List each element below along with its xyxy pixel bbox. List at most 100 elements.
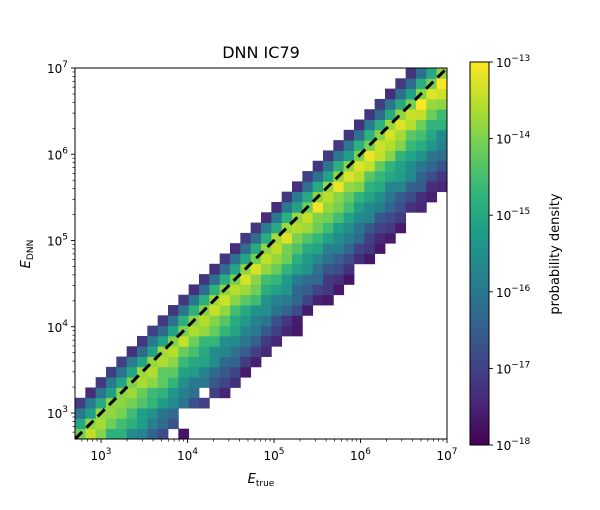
heatmap-cell xyxy=(405,181,417,193)
heatmap-cell xyxy=(302,191,314,203)
heatmap-cell xyxy=(147,335,159,347)
colorbar-tick-label: 10−15 xyxy=(496,207,530,223)
heatmap-cell xyxy=(106,418,117,430)
heatmap-cell xyxy=(416,201,427,213)
heatmap-cell xyxy=(188,346,200,357)
heatmap-cell xyxy=(106,387,117,399)
heatmap-cell xyxy=(178,387,190,399)
heatmap-cell xyxy=(126,387,138,399)
heatmap-cell xyxy=(385,181,396,193)
colorbar-tick-label: 10−14 xyxy=(496,131,531,147)
heatmap-cell xyxy=(209,346,221,357)
heatmap-cell xyxy=(219,315,231,327)
heatmap-cell xyxy=(219,305,231,316)
colorbar-tick-label: 10−18 xyxy=(496,437,531,453)
heatmap-cell xyxy=(250,263,262,275)
heatmap-cell xyxy=(323,263,334,275)
heatmap-cell xyxy=(405,191,417,203)
heatmap-cell xyxy=(281,284,293,296)
heatmap-cell xyxy=(426,109,438,120)
heatmap-cell xyxy=(374,181,386,193)
heatmap-cell xyxy=(364,191,376,203)
heatmap-cell xyxy=(137,397,148,409)
heatmap-cell xyxy=(292,201,303,213)
heatmap-cell xyxy=(323,212,334,223)
chart-title: DNN IC79 xyxy=(222,43,300,62)
heatmap-cell xyxy=(178,346,190,357)
heatmap-cell xyxy=(333,222,345,234)
heatmap-cell xyxy=(436,98,447,110)
heatmap-cell xyxy=(354,232,365,244)
heatmap-cell xyxy=(436,160,447,172)
heatmap-cell xyxy=(333,150,345,162)
colorbar-tick-label: 10−17 xyxy=(496,360,530,376)
heatmap-cell xyxy=(312,284,324,296)
heatmap-cell xyxy=(157,366,169,378)
heatmap-cell xyxy=(405,129,417,141)
heatmap-cell xyxy=(261,232,272,244)
heatmap-cell xyxy=(230,253,241,265)
x-tick-label: 107 xyxy=(436,447,457,463)
heatmap-cell xyxy=(385,212,396,223)
heatmap-cell xyxy=(385,171,396,182)
heatmap-cell xyxy=(426,140,438,151)
y-axis-ticks: 103 104 105 106 107 xyxy=(47,60,75,433)
heatmap-cell xyxy=(250,253,262,265)
heatmap-cell xyxy=(385,191,396,203)
x-tick-label: 104 xyxy=(177,447,198,463)
heatmap-cell xyxy=(137,366,148,378)
heatmap-cell xyxy=(75,397,86,409)
y-tick-label: 105 xyxy=(47,233,68,249)
heatmap-cell xyxy=(240,243,252,254)
heatmap-cell xyxy=(416,140,427,151)
colorbar-tick-label: 10−13 xyxy=(496,54,530,70)
heatmap-cell xyxy=(261,284,272,296)
heatmap-cell xyxy=(271,201,283,213)
heatmap-cell xyxy=(426,150,438,162)
heatmap-cell xyxy=(230,377,241,388)
heatmap-cell xyxy=(395,98,407,110)
heatmap-cell xyxy=(157,397,169,409)
heatmap-cell xyxy=(250,294,262,306)
heatmap-cell xyxy=(416,68,427,79)
heatmap-cell xyxy=(85,397,97,409)
heatmap-cell xyxy=(219,377,231,388)
heatmap-cell xyxy=(323,232,334,244)
heatmap-cell xyxy=(333,243,345,254)
heatmap-cell xyxy=(281,191,293,203)
heatmap-cell xyxy=(106,366,117,378)
heatmap-cell xyxy=(188,366,200,378)
heatmap-cell xyxy=(312,243,324,254)
heatmap-cell xyxy=(302,232,314,244)
heatmap-cell xyxy=(137,408,148,419)
heatmap-cell xyxy=(219,356,231,368)
heatmap-cell xyxy=(343,201,355,213)
heatmap-cell xyxy=(416,109,427,120)
heatmap-cell xyxy=(85,428,97,439)
y-tick-label: 107 xyxy=(47,60,68,76)
heatmap-cell xyxy=(374,243,386,254)
heatmap-cell xyxy=(230,243,241,254)
heatmap-cell xyxy=(230,294,241,306)
heatmap-cell xyxy=(333,201,345,213)
heatmap-cell xyxy=(199,315,210,327)
heatmap-cell xyxy=(374,119,386,131)
heatmap-cell xyxy=(364,201,376,213)
heatmap-cell xyxy=(312,263,324,275)
heatmap-cell xyxy=(436,119,447,131)
heatmap-cell xyxy=(271,294,283,306)
heatmap-cell xyxy=(302,212,314,223)
heatmap-cell xyxy=(436,129,447,141)
heatmap-cell xyxy=(333,274,345,285)
heatmap-cell xyxy=(168,305,179,316)
heatmap-cell xyxy=(395,150,407,162)
heatmap-cell xyxy=(333,140,345,151)
heatmap-cell xyxy=(354,160,365,172)
heatmap-cell xyxy=(126,397,138,409)
heatmap-cell xyxy=(374,98,386,110)
heatmap-cell xyxy=(436,181,447,193)
heatmap-cell xyxy=(323,243,334,254)
heatmap-cell xyxy=(230,305,241,316)
heatmap-cell xyxy=(209,305,221,316)
